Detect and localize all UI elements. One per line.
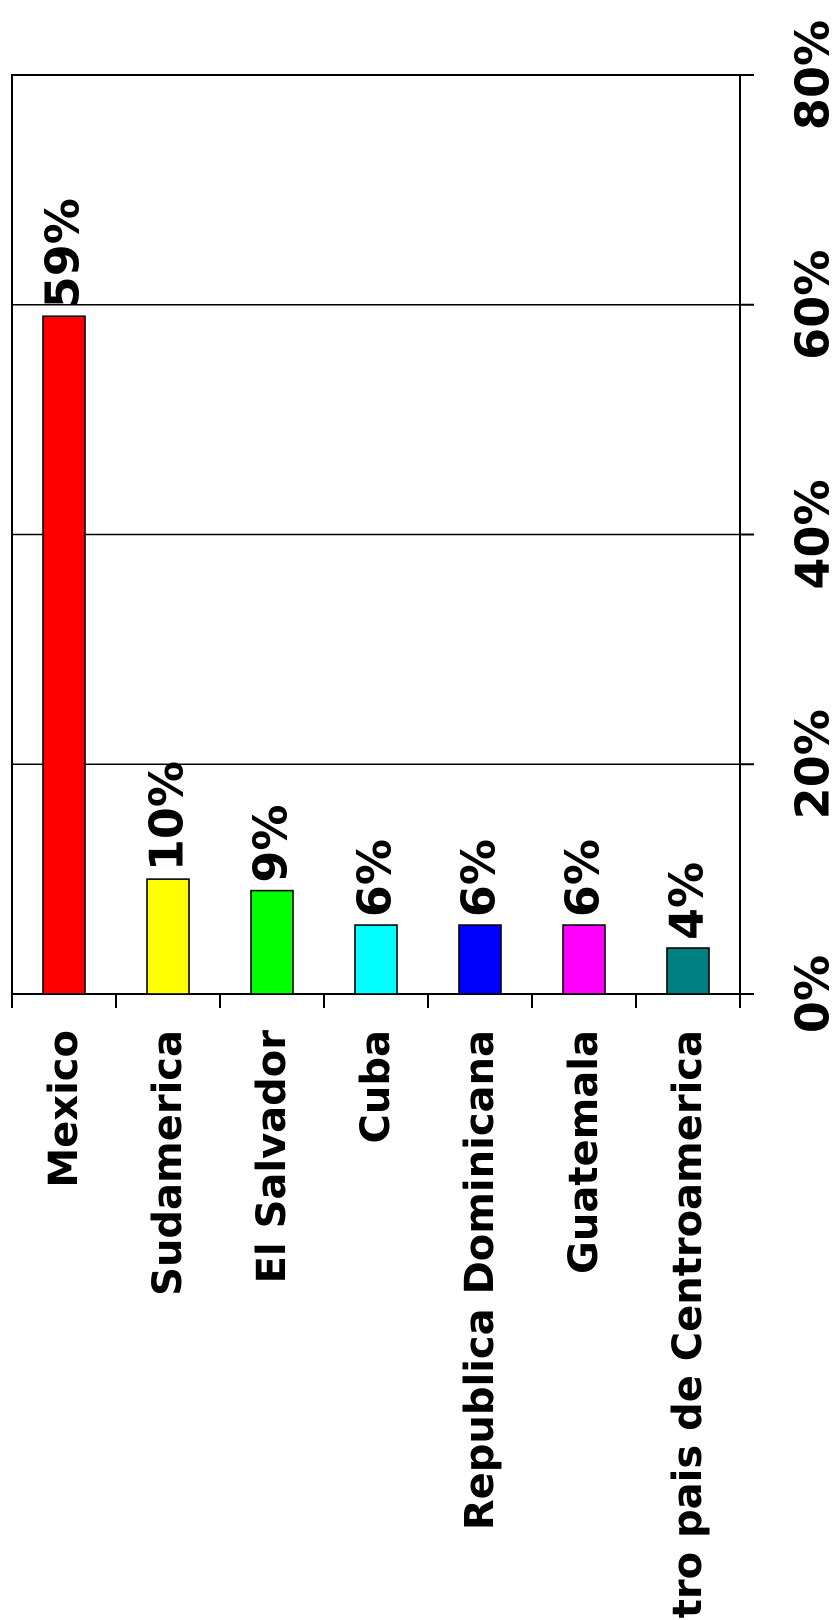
bar-data-label: 9% — [244, 805, 298, 883]
category-label: El Salvador — [249, 1030, 295, 1284]
bar-data-label: 10% — [140, 761, 194, 871]
category-label: Guatemala — [561, 1030, 607, 1274]
bar-data-label: 6% — [556, 839, 610, 917]
bar-data-label: 6% — [452, 839, 506, 917]
category-label: Mexico — [41, 1030, 87, 1188]
bar-sudamerica — [146, 878, 190, 995]
bar-cuba — [354, 924, 398, 995]
gridlines — [12, 303, 740, 766]
axes — [11, 74, 754, 1008]
bar-el-salvador — [250, 889, 294, 995]
category-label: Sudamerica — [145, 1030, 191, 1296]
category-label: Republica Dominicana — [457, 1030, 503, 1530]
category-label: Cuba — [353, 1030, 399, 1143]
labels: 0% 20% 40% 60% 80% 59% Mexico 10% Sudamerica 9% El… — [36, 20, 837, 1620]
bar-guatemala — [562, 924, 606, 995]
bar-republica-dominicana — [458, 924, 502, 995]
bar-data-label: 6% — [348, 839, 402, 917]
category-label: Otro pais de Centroamerica — [665, 1030, 711, 1620]
bar-mexico — [42, 315, 86, 995]
bar-data-label: 4% — [660, 862, 714, 940]
value-axis-tick-label: 20% — [786, 709, 837, 819]
bar-otro-pais-de-centroamerica — [666, 947, 710, 995]
value-axis-tick-label: 0% — [786, 955, 837, 1033]
bars — [42, 315, 710, 995]
value-axis-tick-label: 80% — [786, 20, 837, 130]
value-axis-tick-label: 40% — [786, 479, 837, 589]
bar-data-label: 59% — [36, 198, 90, 308]
value-axis-tick-label: 60% — [786, 250, 837, 360]
